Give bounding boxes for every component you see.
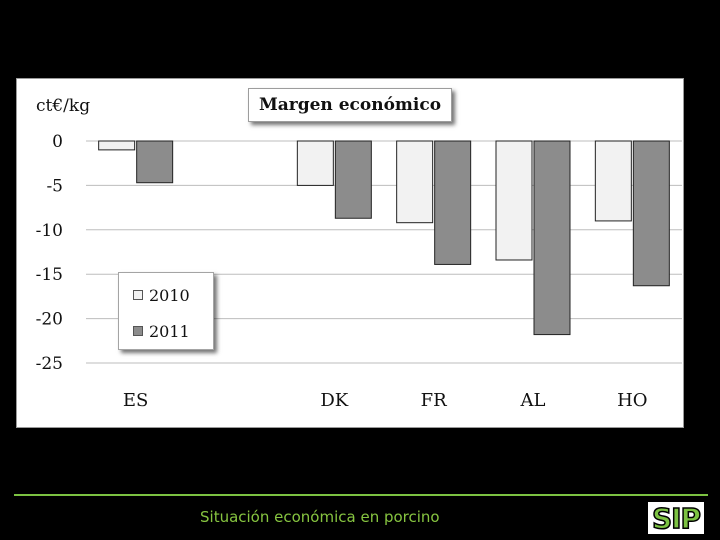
y-tick-label: -5 [46, 176, 63, 196]
footer-divider [14, 494, 708, 496]
bar-2011-DK [334, 140, 372, 219]
bars [98, 140, 670, 336]
bar-2010-FR [396, 140, 434, 224]
sip-logo: SIP [648, 502, 704, 534]
x-tick-label: AL [520, 390, 546, 411]
bar-2010-AL [495, 140, 533, 261]
legend-label-2011: 2011 [149, 321, 190, 341]
bar-2011-AL [533, 140, 571, 336]
legend-swatch-2011 [133, 326, 143, 336]
bar-2010-HO [594, 140, 632, 222]
bar-2011-FR [434, 140, 472, 265]
x-tick-label: DK [320, 390, 348, 411]
x-tick-label: FR [421, 390, 447, 411]
chart-title: Margen económico [248, 88, 452, 122]
y-tick-label: -10 [36, 221, 63, 241]
x-tick-label: HO [617, 390, 647, 411]
bar-2011-HO [632, 140, 670, 287]
bar-2010-DK [296, 140, 334, 186]
sip-logo-text: SIP [651, 502, 702, 534]
legend-item-2010: 2010 [133, 285, 190, 305]
x-category-labels: ES DK FR AL HO [123, 390, 648, 411]
y-tick-label: -15 [36, 265, 63, 285]
bar-2010-ES [98, 140, 136, 151]
y-tick-label: -20 [36, 310, 63, 330]
x-tick-label: ES [123, 390, 148, 411]
y-axis-label: ct€/kg [36, 96, 91, 116]
y-tick-label: 0 [52, 132, 63, 152]
footer-title: Situación económica en porcino [200, 508, 440, 526]
legend-swatch-2010 [133, 290, 143, 300]
legend-item-2011: 2011 [133, 321, 190, 341]
y-tick-label: -25 [36, 354, 63, 374]
legend: 2010 2011 [118, 272, 214, 350]
y-tick-labels: 0 -5 -10 -15 -20 -25 [36, 132, 63, 374]
legend-label-2010: 2010 [149, 285, 190, 305]
chart-panel [16, 78, 684, 428]
bar-2011-ES [136, 140, 174, 184]
